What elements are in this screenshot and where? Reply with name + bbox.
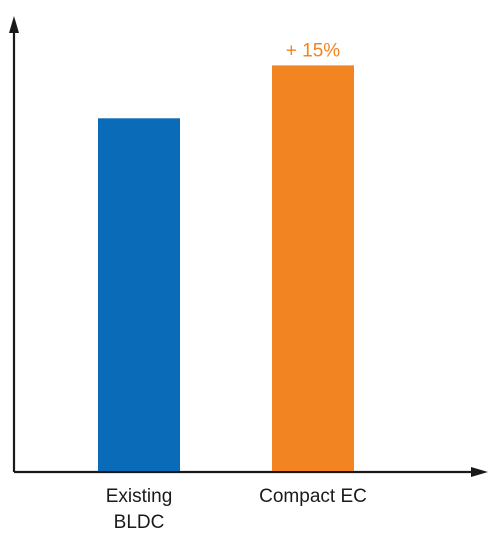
x-tick-label-1-line-1: Existing — [106, 486, 173, 507]
bars-layer — [98, 65, 354, 472]
bar-2 — [272, 65, 354, 471]
data-label-2: + 15% — [286, 40, 341, 61]
x-tick-label-1-line-2: BLDC — [114, 512, 165, 533]
x-axis-arrowhead — [471, 467, 488, 477]
labels-layer: Existing BLDC + 15% Compact EC — [106, 40, 367, 533]
bar-1 — [98, 118, 180, 472]
y-axis-arrowhead — [9, 16, 19, 33]
x-tick-label-2: Compact EC — [259, 486, 367, 507]
